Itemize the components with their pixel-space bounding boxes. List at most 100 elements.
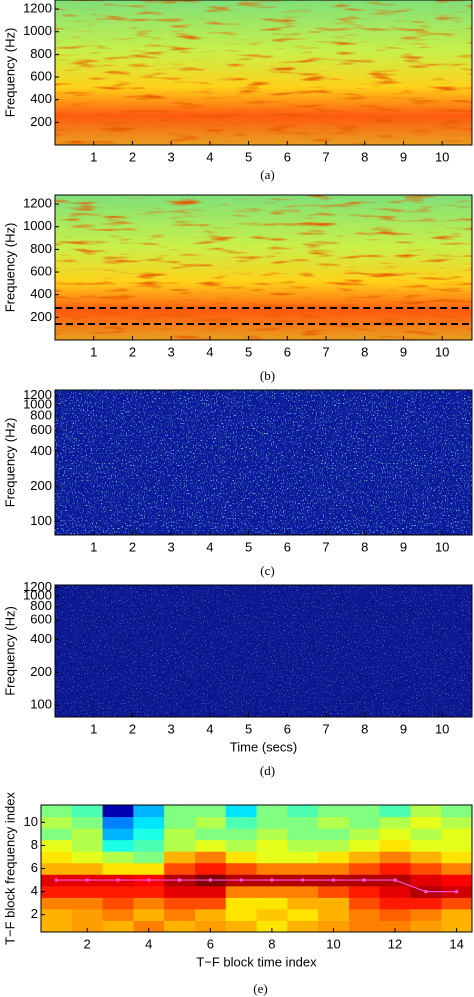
x-tick-label: 10: [326, 936, 340, 951]
heatmap-cell: [318, 862, 350, 875]
heatmap-cell: [318, 839, 350, 852]
heatmap-cell: [410, 839, 442, 852]
y-tick-label: 1200: [23, 1, 52, 16]
heatmap-cell: [194, 839, 227, 852]
heatmap-cell: [41, 816, 73, 829]
heatmap-cell: [41, 897, 73, 910]
heatmap-cell: [441, 874, 473, 887]
spectrogram-texture: [55, 195, 472, 340]
plot-frame: [54, 0, 473, 146]
x-tick-label: 9: [400, 149, 407, 164]
y-axis-label: Frequency (Hz): [2, 418, 17, 508]
heatmap-cell: [256, 805, 288, 818]
heatmap-cell: [225, 828, 257, 841]
heatmap-cell: [287, 851, 319, 864]
heatmap-cell: [256, 851, 288, 864]
y-tick-label: 1000: [23, 396, 52, 411]
heatmap-cell: [410, 805, 442, 818]
y-tick-label: 100: [30, 697, 52, 712]
x-tick-label: 10: [435, 344, 449, 359]
x-tick-label: 10: [435, 539, 449, 554]
y-tick-label: 1200: [23, 196, 52, 211]
x-tick-label: 3: [168, 539, 175, 554]
x-tick-label: 6: [207, 936, 214, 951]
heatmap-cell: [194, 897, 227, 910]
heatmap-cell: [379, 885, 411, 898]
x-tick-label: 2: [129, 149, 136, 164]
heatmap-cell: [379, 920, 411, 933]
heatmap-cell: [164, 920, 196, 933]
heatmap-cell: [410, 874, 442, 887]
x-tick-label: 9: [400, 344, 407, 359]
y-tick-label: 1000: [23, 23, 52, 38]
y-tick-label: 10: [24, 814, 38, 829]
y-tick-label: 100: [30, 513, 52, 528]
heatmap-cell: [318, 885, 350, 898]
x-tick-label: 5: [245, 721, 252, 736]
heatmap-cell: [441, 828, 473, 841]
track-point: [146, 878, 151, 882]
y-tick-label: 1000: [23, 218, 52, 233]
x-tick-label: 9: [400, 721, 407, 736]
heatmap-cell: [441, 862, 473, 875]
heatmap-cell: [348, 897, 381, 910]
y-tick-label: 1000: [23, 587, 52, 602]
x-tick-label: 12: [388, 936, 402, 951]
heatmap-cell: [225, 908, 257, 921]
x-tick-label: 14: [449, 936, 463, 951]
x-tick-label: 10: [435, 149, 449, 164]
heatmap-cell: [225, 816, 257, 829]
track-point: [424, 889, 428, 894]
x-tick-label: 8: [268, 936, 275, 951]
heatmap-cell: [318, 805, 350, 818]
heatmap-cell: [379, 851, 411, 864]
heatmap-cell: [194, 862, 227, 875]
y-tick-label: 400: [30, 631, 52, 646]
heatmap-cell: [287, 885, 319, 898]
heatmap-cell: [41, 920, 73, 933]
track-point: [116, 878, 120, 882]
x-tick-label: 8: [361, 344, 368, 359]
heatmap-cell: [102, 805, 134, 818]
plot-frame: [54, 584, 473, 718]
x-tick-label: 5: [245, 344, 252, 359]
heatmap-cell: [225, 839, 257, 852]
y-tick-label: 200: [30, 114, 52, 129]
heatmap-cell: [71, 816, 104, 829]
x-axis-label: Time (secs): [230, 739, 297, 754]
x-tick-label: 2: [84, 936, 91, 951]
y-tick-label: 200: [30, 478, 52, 493]
y-tick-label: 8: [31, 837, 38, 852]
heatmap-cell: [379, 816, 411, 829]
heatmap-cell: [102, 816, 134, 829]
x-tick-label: 4: [206, 539, 213, 554]
y-tick-label: 1200: [23, 387, 52, 402]
x-tick-label: 6: [284, 149, 291, 164]
y-axis-label: Frequency (Hz): [2, 28, 17, 118]
heatmap-cell: [71, 839, 104, 852]
heatmap-cell: [410, 851, 442, 864]
heatmap-cell: [164, 851, 196, 864]
heatmap-cell: [379, 897, 411, 910]
heatmap-cell: [194, 851, 227, 864]
x-tick-label: 1: [90, 721, 97, 736]
x-tick-label: 6: [284, 539, 291, 554]
heatmap-cell: [348, 839, 381, 852]
track-point: [54, 878, 59, 882]
heatmap-cell: [287, 920, 319, 933]
heatmap-cell: [318, 816, 350, 829]
y-tick-label: 600: [30, 612, 52, 627]
caption: (b): [260, 368, 275, 383]
heatmap-cell: [41, 908, 73, 921]
x-tick-label: 4: [206, 721, 213, 736]
heatmap-cell: [287, 897, 319, 910]
caption: (d): [260, 763, 275, 778]
heatmap-cell: [225, 885, 257, 898]
heatmap-cell: [164, 816, 196, 829]
heatmap-cell: [318, 828, 350, 841]
heatmap-cell: [133, 897, 165, 910]
heatmap-cell: [133, 862, 165, 875]
heatmap-cell: [71, 920, 104, 933]
heatmap-cell: [41, 828, 73, 841]
